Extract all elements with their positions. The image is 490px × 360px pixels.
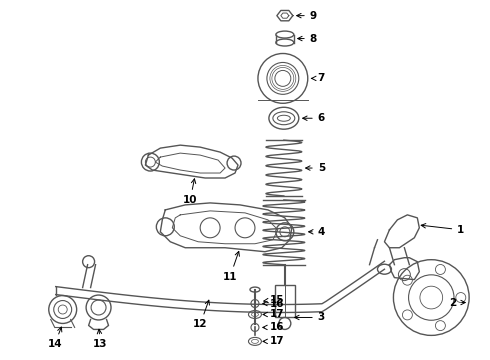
Text: 16: 16 xyxy=(263,323,284,332)
Text: 3: 3 xyxy=(294,312,325,323)
Text: 7: 7 xyxy=(312,73,325,84)
Text: 17: 17 xyxy=(263,336,285,346)
Text: 4: 4 xyxy=(309,227,325,237)
Text: 12: 12 xyxy=(193,300,209,329)
Text: 8: 8 xyxy=(298,33,317,44)
Text: 11: 11 xyxy=(223,251,240,282)
Text: 16: 16 xyxy=(263,298,284,309)
Text: 10: 10 xyxy=(183,179,197,205)
Text: 5: 5 xyxy=(306,163,325,173)
Text: 15: 15 xyxy=(264,294,284,305)
Text: 6: 6 xyxy=(303,113,325,123)
Text: 9: 9 xyxy=(296,11,317,21)
Text: 1: 1 xyxy=(421,224,465,235)
Text: 2: 2 xyxy=(449,297,466,307)
Text: 13: 13 xyxy=(93,329,108,350)
Text: 17: 17 xyxy=(263,310,285,319)
Text: 14: 14 xyxy=(48,327,62,350)
